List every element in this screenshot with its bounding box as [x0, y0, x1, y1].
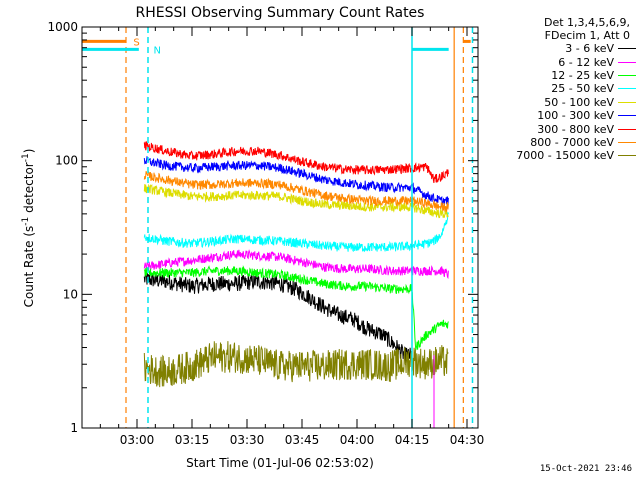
legend-header-line-1: Det 1,3,4,5,6,9,	[543, 16, 630, 29]
legend-label: 100 - 300 keV	[537, 109, 614, 123]
plot-area: S N 1 10 100 1000 03:00 03:15 03:30 03:45 04:00 04:…	[47, 20, 484, 447]
legend-label: 6 - 12 keV	[558, 55, 614, 69]
series-line-0	[143, 271, 413, 364]
legend-label: 300 - 800 keV	[537, 122, 614, 136]
legend-header-line-2: FDecim 1, Att 0	[544, 29, 630, 42]
legend-label: 7000 - 15000 keV	[516, 149, 614, 163]
legend-entry-6: 300 - 800 keV	[488, 122, 638, 136]
series-line-3	[143, 212, 449, 253]
legend-swatch	[618, 128, 636, 130]
legend-label: 12 - 25 keV	[551, 68, 614, 82]
x-tick-label-4: 04:00	[340, 433, 375, 447]
legend-label: 50 - 100 keV	[544, 95, 614, 109]
x-axis-label: Start Time (01-Jul-06 02:53:02)	[186, 456, 374, 470]
legend-swatch	[618, 48, 636, 50]
series-line-8	[143, 341, 449, 388]
legend-entry-8: 7000 - 15000 keV	[488, 149, 638, 162]
x-tick-label-6: 04:30	[450, 433, 485, 447]
legend: Det 1,3,4,5,6,9, FDecim 1, Att 0 3 - 6 k…	[488, 16, 638, 163]
series-line-5	[143, 155, 449, 206]
plot-frame	[81, 26, 479, 429]
series-line-2	[143, 265, 449, 351]
legend-entry-1: 6 - 12 keV	[488, 55, 638, 69]
legend-label: 800 - 7000 keV	[530, 135, 614, 149]
legend-swatch	[618, 74, 636, 76]
x-tick-label-1: 03:15	[175, 433, 210, 447]
legend-entry-5: 100 - 300 keV	[488, 109, 638, 122]
legend-entry-4: 50 - 100 keV	[488, 96, 638, 109]
series-line-6	[143, 141, 449, 183]
x-tick-label-5: 04:15	[395, 433, 430, 447]
x-tick-label-2: 03:30	[230, 433, 265, 447]
legend-label: 25 - 50 keV	[551, 82, 614, 96]
legend-swatch	[618, 101, 636, 103]
y-tick-label-1: 10	[63, 287, 78, 301]
legend-swatch	[618, 88, 636, 90]
x-tick-label-3: 03:45	[285, 433, 320, 447]
flag-label-s: S	[133, 37, 139, 48]
legend-entry-2: 12 - 25 keV	[488, 69, 638, 82]
chart-title: RHESSI Observing Summary Count Rates	[136, 5, 425, 21]
y-axis-label: Count Rate (s-1 detector-1)	[21, 149, 36, 308]
legend-swatch	[618, 61, 636, 63]
y-tick-label-2: 100	[55, 154, 78, 168]
legend-swatch	[618, 155, 636, 157]
x-tick-label-0: 03:00	[120, 433, 155, 447]
legend-entry-7: 800 - 7000 keV	[488, 136, 638, 149]
legend-swatch	[618, 115, 636, 117]
y-tick-label-0: 1	[70, 421, 78, 435]
series-line-7	[143, 171, 449, 213]
legend-entry-3: 25 - 50 keV	[488, 82, 638, 95]
y-tick-label-3: 1000	[47, 20, 78, 34]
series-line-1	[143, 249, 449, 280]
series-line-4	[143, 183, 449, 219]
render-timestamp: 15-Oct-2021 23:46	[539, 464, 632, 474]
legend-entry-0: 3 - 6 keV	[488, 42, 638, 55]
legend-swatch	[618, 141, 636, 143]
legend-label: 3 - 6 keV	[565, 42, 614, 56]
flag-label-n: N	[154, 45, 161, 56]
